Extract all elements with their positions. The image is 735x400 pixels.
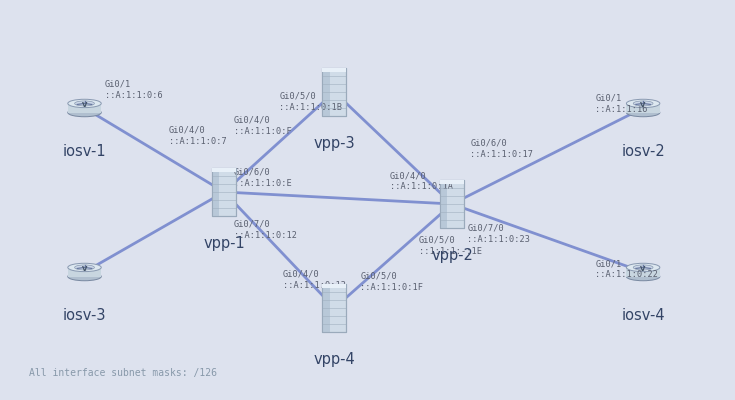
Ellipse shape [634,265,653,270]
Ellipse shape [68,263,101,272]
FancyBboxPatch shape [212,168,236,172]
Text: V: V [82,266,87,272]
Text: Gi0/1
::A:1:1:0:6: Gi0/1 ::A:1:1:0:6 [105,80,163,100]
Text: Gi0/5/0
::A:1:1:0:1B: Gi0/5/0 ::A:1:1:0:1B [279,92,343,112]
Ellipse shape [68,99,101,108]
Text: All interface subnet masks: /126: All interface subnet masks: /126 [29,368,218,378]
Polygon shape [323,284,329,332]
Text: Gi0/4/0
::A:1:1:0:1A: Gi0/4/0 ::A:1:1:0:1A [390,171,453,191]
Ellipse shape [626,108,660,117]
FancyBboxPatch shape [323,284,346,332]
Text: Gi0/4/0
::A:1:1:0:7: Gi0/4/0 ::A:1:1:0:7 [169,126,227,146]
Text: V: V [640,102,646,108]
Ellipse shape [626,272,660,281]
FancyBboxPatch shape [212,168,236,216]
Text: Gi0/1
::A:1:1:16: Gi0/1 ::A:1:1:16 [595,94,648,114]
Ellipse shape [75,265,94,270]
Text: vpp-2: vpp-2 [431,248,473,263]
Text: iosv-2: iosv-2 [621,144,665,159]
Polygon shape [626,268,660,276]
Polygon shape [212,168,219,216]
FancyBboxPatch shape [440,180,464,184]
FancyBboxPatch shape [323,68,346,116]
Polygon shape [323,68,329,116]
Text: vpp-3: vpp-3 [314,136,355,151]
FancyBboxPatch shape [323,284,346,288]
Polygon shape [68,104,101,112]
Ellipse shape [626,99,660,108]
Text: iosv-4: iosv-4 [621,308,665,323]
FancyBboxPatch shape [440,180,464,228]
Text: Gi0/1
::A:1:1:0:22: Gi0/1 ::A:1:1:0:22 [595,259,659,279]
Text: Gi0/4/0
::A:1:1:0:F: Gi0/4/0 ::A:1:1:0:F [234,116,292,136]
Text: Gi0/4/0
::A:1:1:0:13: Gi0/4/0 ::A:1:1:0:13 [283,270,346,290]
Text: V: V [640,266,646,272]
Text: vpp-1: vpp-1 [204,236,245,251]
Text: Gi0/5/0
::1:1:1:-:1E: Gi0/5/0 ::1:1:1:-:1E [419,236,482,256]
FancyBboxPatch shape [323,68,346,72]
Polygon shape [626,104,660,112]
Text: Gi0/6/0
::A:1:1:0:E: Gi0/6/0 ::A:1:1:0:E [234,168,292,188]
Text: Gi0/7/0
::A:1:1:0:23: Gi0/7/0 ::A:1:1:0:23 [467,224,531,244]
Ellipse shape [68,108,101,117]
Text: iosv-3: iosv-3 [62,308,107,323]
Ellipse shape [75,101,94,106]
Text: V: V [82,102,87,108]
Text: Gi0/5/0
::A:1:1:0:1F: Gi0/5/0 ::A:1:1:0:1F [360,272,423,292]
Text: Gi0/7/0
::A:1:1:0:12: Gi0/7/0 ::A:1:1:0:12 [234,220,297,240]
Text: Gi0/6/0
::A:1:1:0:17: Gi0/6/0 ::A:1:1:0:17 [470,139,534,159]
Text: iosv-1: iosv-1 [62,144,107,159]
Polygon shape [440,180,447,228]
Text: vpp-4: vpp-4 [314,352,355,367]
Ellipse shape [626,263,660,272]
Ellipse shape [634,101,653,106]
Polygon shape [68,268,101,276]
Ellipse shape [68,272,101,281]
